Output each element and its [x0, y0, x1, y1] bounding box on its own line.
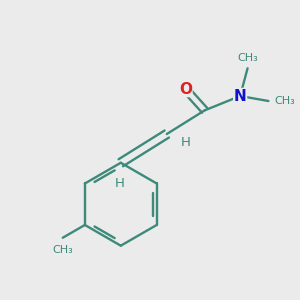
- Text: CH₃: CH₃: [237, 52, 258, 63]
- Text: O: O: [179, 82, 192, 97]
- Text: H: H: [181, 136, 191, 148]
- Text: H: H: [115, 177, 124, 190]
- Text: CH₃: CH₃: [52, 245, 73, 255]
- Text: CH₃: CH₃: [274, 96, 295, 106]
- Text: N: N: [234, 88, 247, 104]
